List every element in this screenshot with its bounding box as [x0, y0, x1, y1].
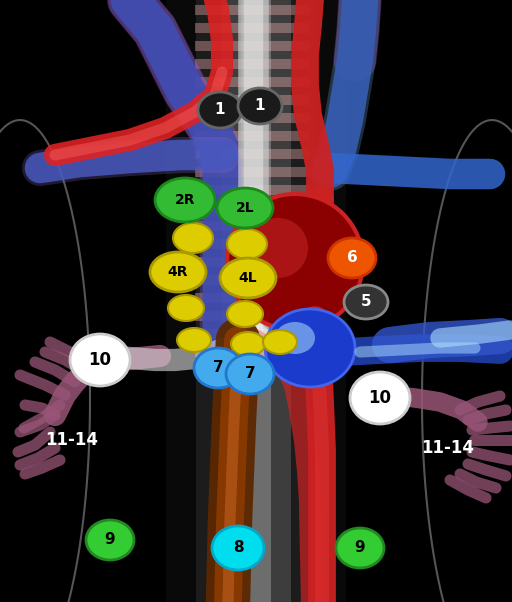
Ellipse shape [168, 295, 204, 321]
Ellipse shape [328, 238, 376, 278]
Text: 6: 6 [347, 250, 357, 265]
Ellipse shape [86, 520, 134, 560]
Ellipse shape [212, 526, 264, 570]
Bar [195, 257, 310, 267]
Text: 11-14: 11-14 [46, 431, 98, 449]
Bar [195, 113, 310, 123]
Ellipse shape [263, 330, 297, 354]
Bar [195, 185, 310, 195]
Ellipse shape [265, 309, 355, 387]
Bar [195, 95, 310, 105]
Ellipse shape [238, 88, 282, 124]
Ellipse shape [336, 528, 384, 568]
Ellipse shape [173, 223, 213, 253]
Bar [195, 59, 310, 69]
Bar [195, 167, 310, 177]
Text: 8: 8 [232, 541, 243, 556]
Text: 2L: 2L [236, 201, 254, 215]
Ellipse shape [194, 348, 242, 388]
Bar [195, 5, 310, 15]
Text: 1: 1 [215, 102, 225, 117]
Text: 9: 9 [104, 533, 115, 547]
Ellipse shape [220, 258, 276, 298]
Ellipse shape [226, 354, 274, 394]
Bar [195, 293, 310, 303]
Text: 2R: 2R [175, 193, 195, 207]
Circle shape [227, 194, 363, 330]
Ellipse shape [227, 301, 263, 327]
Text: 5: 5 [360, 294, 371, 309]
Circle shape [232, 322, 272, 362]
Bar [195, 329, 310, 339]
Ellipse shape [150, 252, 206, 292]
Bar [221, 0, 291, 602]
Text: 4L: 4L [239, 271, 258, 285]
Ellipse shape [227, 229, 267, 259]
Ellipse shape [198, 92, 242, 128]
Bar [195, 149, 310, 159]
Bar [241, 0, 271, 602]
Bar [195, 275, 310, 285]
Circle shape [248, 218, 308, 278]
Bar [195, 311, 310, 321]
Bar [195, 131, 310, 141]
Bar [195, 77, 310, 87]
Bar [195, 203, 310, 213]
Bar [196, 0, 316, 602]
Ellipse shape [231, 332, 265, 356]
Text: 1: 1 [255, 99, 265, 114]
Ellipse shape [177, 328, 211, 352]
Text: 11-14: 11-14 [421, 439, 475, 457]
Bar [195, 347, 310, 357]
Ellipse shape [350, 372, 410, 424]
Bar [195, 239, 310, 249]
Text: 9: 9 [355, 541, 366, 556]
Text: 10: 10 [89, 351, 112, 369]
Bar [195, 23, 310, 33]
Ellipse shape [70, 334, 130, 386]
Bar [195, 41, 310, 51]
Bar [195, 221, 310, 231]
Ellipse shape [344, 285, 388, 319]
Text: 10: 10 [369, 389, 392, 407]
Text: 7: 7 [245, 367, 255, 382]
Text: 4R: 4R [168, 265, 188, 279]
Ellipse shape [217, 188, 273, 228]
Bar [166, 0, 346, 602]
Ellipse shape [275, 322, 315, 354]
Text: 7: 7 [212, 361, 223, 376]
Ellipse shape [155, 178, 215, 222]
